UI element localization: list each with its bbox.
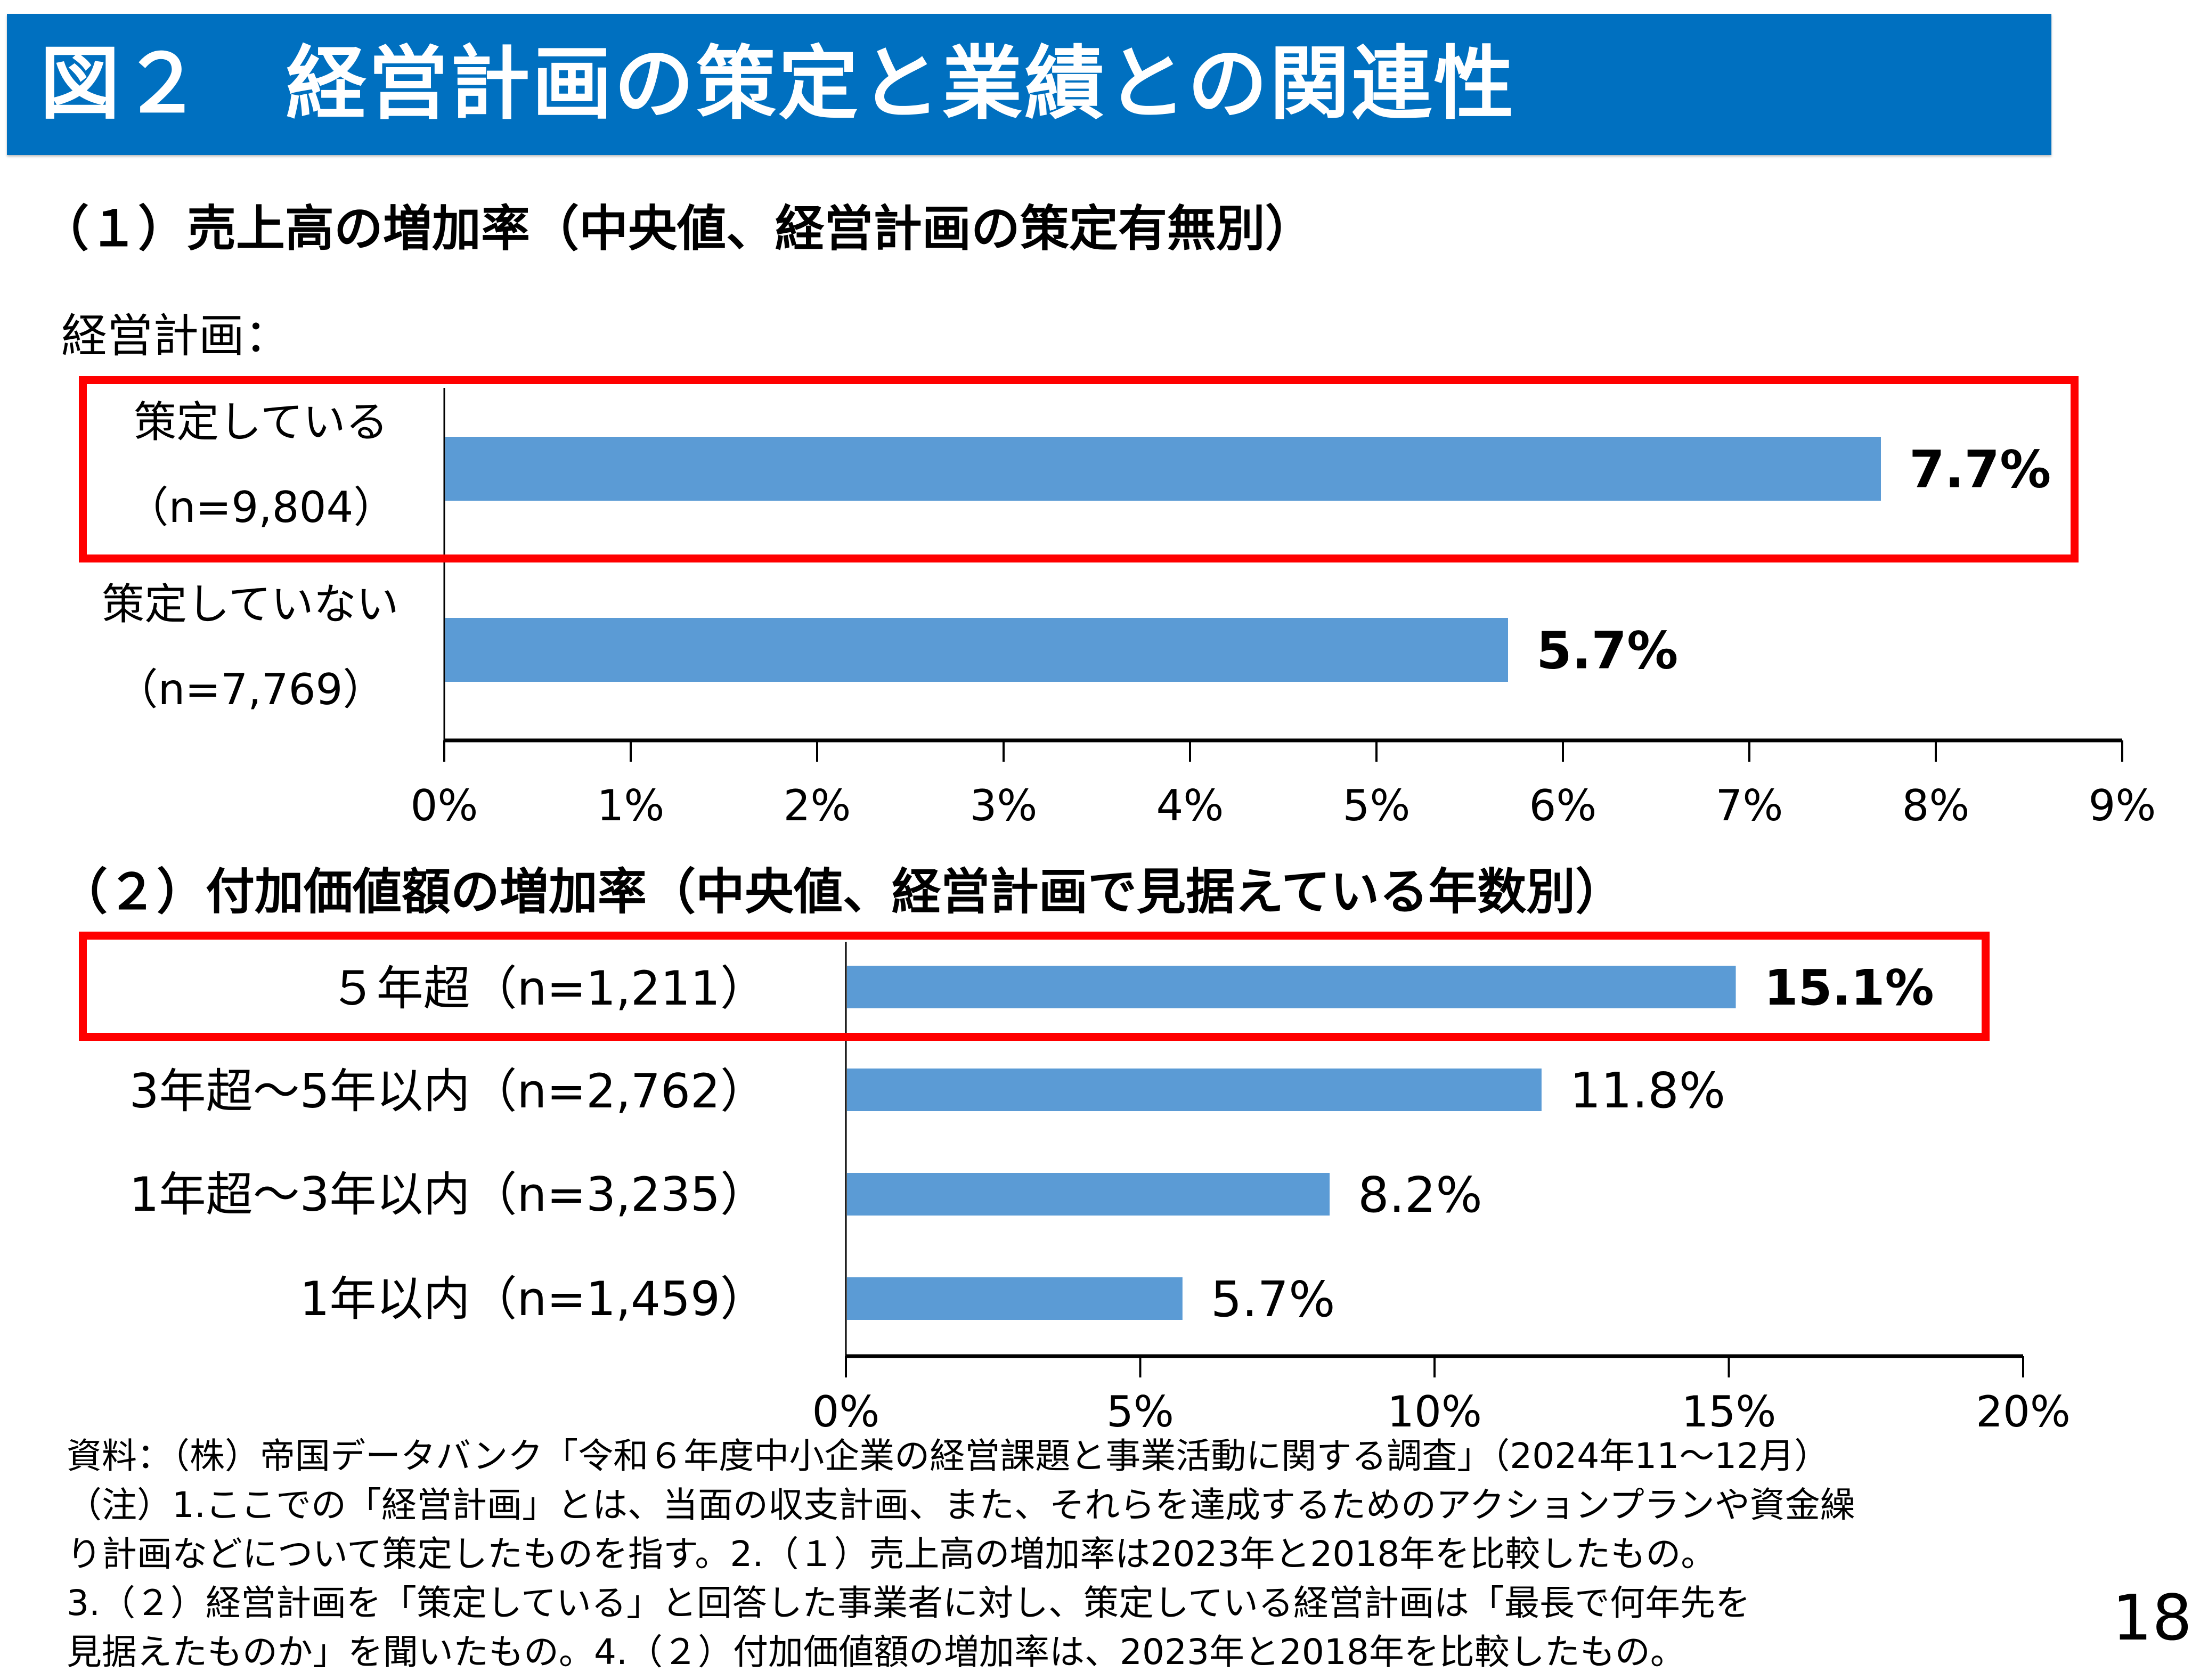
page-number: 18 [2112,1581,2193,1654]
chart1-axis-caption: 経営計画： [61,309,290,363]
bar [847,1069,1542,1111]
x-tick-label: 2% [784,781,851,830]
data-label: 5.7% [1211,1271,1335,1328]
chart2-category-label: 1年超～3年以内（n=3,235） [129,1167,767,1222]
x-tick-label: 0% [411,781,478,830]
title-banner [7,14,2051,155]
highlight-box-chart2 [79,932,1990,1041]
x-tick-label: 10% [1387,1387,1482,1437]
footnote-source: 資料：（株）帝国データバンク「令和６年度中小企業の経営課題と事業活動に関する調査… [67,1436,1830,1477]
bar [847,1277,1183,1320]
chart1-category-label: 策定している [134,397,388,447]
chart2-title: （２）付加価値額の増加率（中央値、経営計画で見据えている年数別） [59,863,1625,920]
bar [445,618,1508,682]
data-label: 11.8% [1570,1062,1725,1119]
chart1-category-sublabel: （n=9,804） [126,483,396,532]
x-tick-label: 0% [812,1387,880,1437]
x-tick-label: 1% [597,781,665,830]
chart2-category-label: ５年超（n=1,211） [329,961,767,1016]
x-tick-label: 8% [1902,781,1970,830]
footnote-line: 見据えたものか」を聞いたもの。4.（２）付加価値額の増加率は、2023年と201… [67,1632,1685,1673]
x-tick-label: 9% [2089,781,2156,830]
x-tick-label: 7% [1716,781,1783,830]
chart1-title: （１）売上高の増加率（中央値、経営計画の策定有無別） [40,200,1315,257]
bar [847,966,1736,1008]
x-tick-label: 5% [1343,781,1411,830]
footnote-line: り計画などについて策定したものを指す。2.（１）売上高の増加率は2023年と20… [67,1534,1716,1575]
data-label: 7.7% [1909,440,2051,500]
footnote-line: 3.（２）経営計画を「策定している」と回答した事業者に対し、策定している経営計画… [67,1583,1751,1624]
chart1-category-label: 策定していない [102,580,399,629]
x-tick-label: 20% [1976,1387,2071,1437]
chart2-category-label: 1年以内（n=1,459） [299,1271,767,1326]
bar [847,1173,1330,1216]
bar [445,437,1881,501]
data-label: 15.1% [1764,959,1934,1016]
x-tick-label: 5% [1106,1387,1174,1437]
x-tick-label: 4% [1156,781,1224,830]
footnote-line: （注）1.ここでの「経営計画」とは、当面の収支計画、また、それらを達成するための… [67,1485,1855,1526]
chart2-category-label: 3年超～5年以内（n=2,762） [129,1064,767,1119]
x-tick-label: 15% [1682,1387,1777,1437]
x-tick-label: 6% [1529,781,1597,830]
highlight-box-chart1 [79,376,2079,562]
x-tick-label: 3% [970,781,1038,830]
data-label: 8.2% [1358,1167,1482,1224]
data-label: 5.7% [1536,621,1678,681]
chart1-category-sublabel: （n=7,769） [115,665,386,714]
figure-title: 図２ 経営計画の策定と業績との関連性 [40,38,1516,131]
